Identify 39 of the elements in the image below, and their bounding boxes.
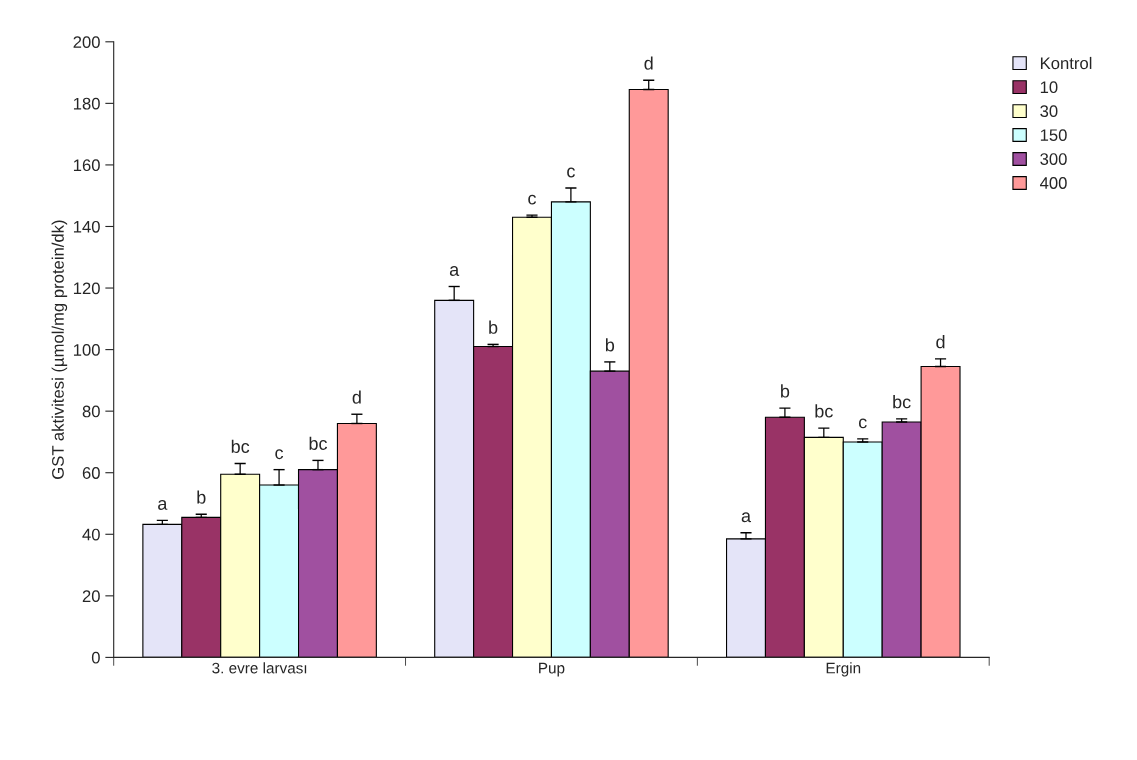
data-label: c (275, 449, 284, 460)
x-tick-label: Ergin (826, 662, 861, 677)
data-label: d (936, 335, 945, 349)
data-label: bc (309, 436, 328, 450)
data-label: c (858, 418, 867, 429)
data-label: bc (893, 395, 911, 409)
y-axis-title: GST aktivitesi (µmol/mg protein/dk) (51, 220, 68, 479)
data-label: a (158, 500, 168, 510)
data-label: bc (231, 439, 250, 453)
data-label: b (605, 338, 615, 352)
y-tick-label: 100 (73, 344, 100, 356)
data-label: c (528, 194, 537, 205)
legend-label: Kontrol (1040, 56, 1092, 70)
y-tick-label: 120 (73, 282, 100, 295)
data-label: c (567, 167, 575, 178)
y-tick-label: 40 (82, 528, 100, 541)
x-tick-label: 3. evre larvası (212, 662, 307, 674)
y-tick-label: 160 (73, 159, 100, 172)
y-tick-label: 80 (82, 405, 100, 418)
data-label: bc (815, 404, 833, 418)
y-tick-label: 140 (73, 220, 100, 233)
y-tick-label: 0 (91, 651, 100, 664)
data-label: d (352, 390, 361, 404)
y-tick-label: 20 (82, 590, 100, 603)
y-tick-label: 180 (73, 97, 100, 110)
data-label: a (741, 512, 752, 523)
legend-label: 30 (1040, 105, 1058, 118)
legend-label: 150 (1040, 129, 1067, 142)
y-tick-label: 60 (82, 467, 100, 479)
data-label: b (489, 320, 498, 334)
data-label: b (781, 384, 790, 398)
data-label: a (449, 266, 460, 276)
x-tick-label: Pup (539, 662, 565, 677)
y-tick-label: 200 (73, 36, 100, 48)
legend-label: 10 (1040, 81, 1058, 94)
legend-label: 300 (1040, 153, 1067, 165)
data-label: b (197, 490, 206, 504)
data-label: d (644, 56, 653, 70)
legend-label: 400 (1039, 177, 1067, 189)
